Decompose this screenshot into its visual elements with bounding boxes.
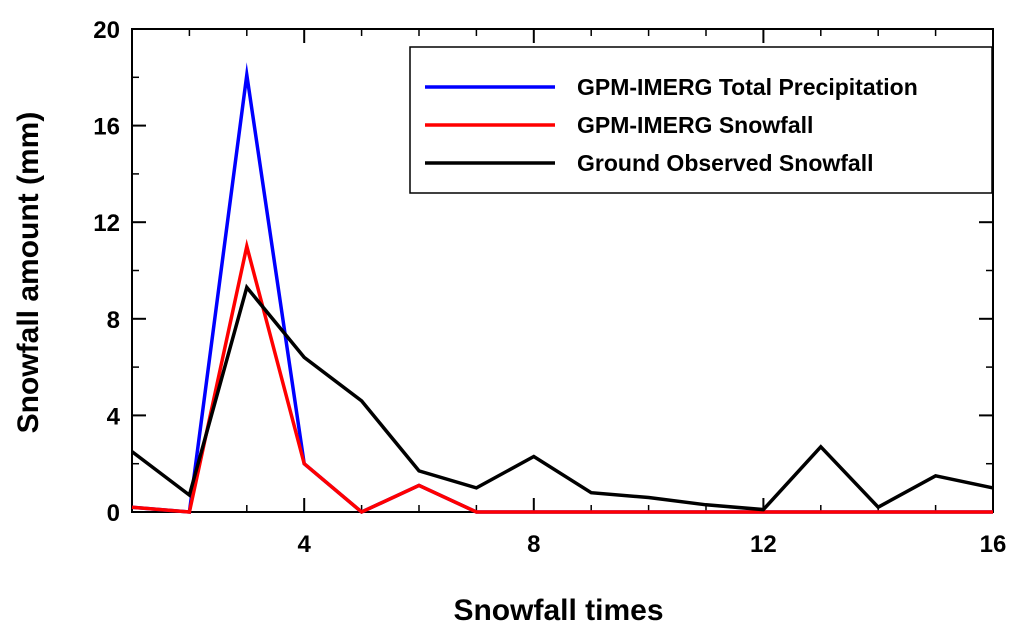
legend-entry: GPM-IMERG Snowfall [577,112,813,138]
y-axis-label: Snowfall amount (mm) [12,112,45,434]
legend-box [409,46,993,194]
y-tick-label: 8 [107,307,120,334]
legend: GPM-IMERG Total Precipitation GPM-IMERG S… [409,46,993,194]
y-tick-label: 4 [107,403,121,430]
legend-entry: GPM-IMERG Total Precipitation [577,74,918,100]
series-layer [130,62,994,515]
series-line-2 [130,283,994,512]
y-tick-label: 0 [107,500,120,527]
x-tick-label: 8 [527,531,540,558]
x-axis-label: Snowfall times [453,594,663,627]
y-tick-label: 12 [93,210,120,237]
x-tick-label: 16 [980,531,1007,558]
axis-ticks: 0 4 8 12 16 20 4 8 12 16 [93,17,1006,558]
x-tick-label: 4 [298,531,312,558]
y-tick-label: 16 [93,114,120,141]
legend-entry: Ground Observed Snowfall [577,150,873,176]
x-tick-label: 12 [750,531,777,558]
series-line-1 [131,238,993,515]
y-tick-label: 20 [93,17,120,44]
